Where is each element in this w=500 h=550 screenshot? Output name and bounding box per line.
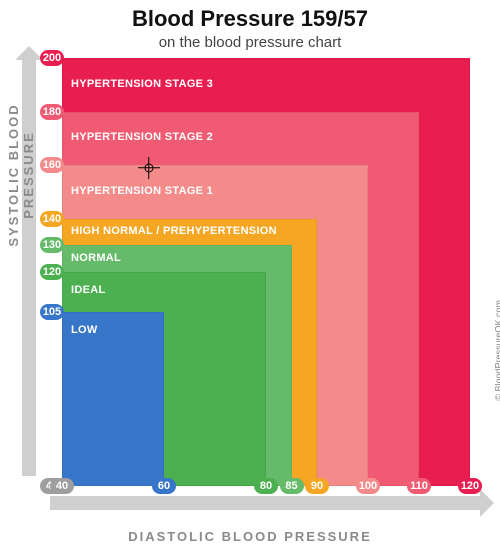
x-tick-120: 120 bbox=[458, 478, 482, 494]
zone-label: HYPERTENSION STAGE 1 bbox=[71, 185, 213, 197]
y-tick-105: 105 bbox=[40, 304, 64, 320]
x-tick-40: 40 bbox=[50, 478, 74, 494]
x-tick-60: 60 bbox=[152, 478, 176, 494]
chart-title-block: Blood Pressure 159/57 on the blood press… bbox=[0, 0, 500, 51]
chart-subtitle: on the blood pressure chart bbox=[0, 34, 500, 51]
x-tick-80: 80 bbox=[254, 478, 278, 494]
y-tick-130: 130 bbox=[40, 237, 64, 253]
y-tick-160: 160 bbox=[40, 157, 64, 173]
zone-label: IDEAL bbox=[71, 284, 106, 296]
x-axis-label: DIASTOLIC BLOOD PRESSURE bbox=[0, 529, 500, 544]
x-tick-90: 90 bbox=[305, 478, 329, 494]
x-tick-100: 100 bbox=[356, 478, 380, 494]
zone-label: HIGH NORMAL / PREHYPERTENSION bbox=[71, 225, 277, 237]
zone-low: LOW bbox=[62, 312, 164, 486]
zone-label: HYPERTENSION STAGE 3 bbox=[71, 78, 213, 90]
zone-label: HYPERTENSION STAGE 2 bbox=[71, 131, 213, 143]
y-tick-200: 200 bbox=[40, 50, 64, 66]
zone-label: NORMAL bbox=[71, 252, 121, 264]
y-tick-140: 140 bbox=[40, 211, 64, 227]
x-axis-arrow bbox=[50, 496, 480, 510]
chart-title: Blood Pressure 159/57 bbox=[0, 6, 500, 32]
y-axis-label: SYSTOLIC BLOOD PRESSURE bbox=[6, 75, 36, 275]
credit-text: © BloodPressureOK.com bbox=[494, 300, 500, 401]
zone-label: LOW bbox=[71, 324, 98, 336]
x-tick-85: 85 bbox=[280, 478, 304, 494]
y-tick-180: 180 bbox=[40, 104, 64, 120]
bp-chart-area: HYPERTENSION STAGE 3 HYPERTENSION STAGE 2… bbox=[62, 58, 470, 486]
y-tick-120: 120 bbox=[40, 264, 64, 280]
x-tick-110: 110 bbox=[407, 478, 431, 494]
